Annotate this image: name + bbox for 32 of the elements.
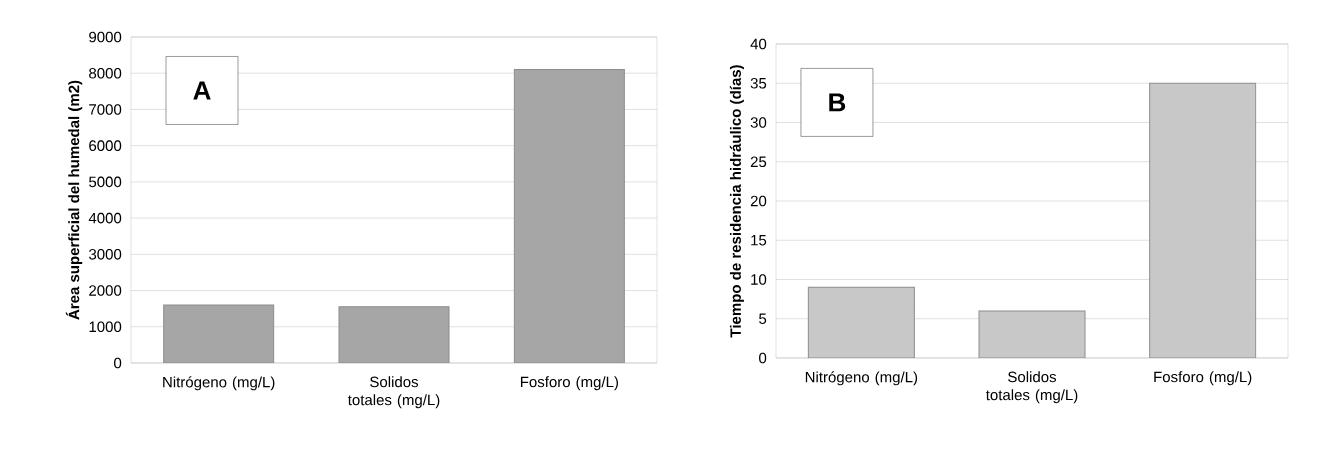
y-tick-label: 25 [750, 156, 767, 168]
annotation: B [829, 93, 846, 112]
y-tick-label: 4000 [88, 212, 122, 224]
y-axis-title: Tiempo de residencia hidráulico (días) [729, 65, 744, 338]
x-tick-label: Solidos totales (mg/L) [985, 371, 1078, 404]
y-tick-label: 2000 [89, 285, 122, 296]
y-tick-label: 35 [750, 77, 767, 89]
y-tick-label: 9000 [89, 31, 122, 43]
y-tick-label: 8000 [89, 67, 122, 79]
annotation: A [193, 81, 211, 100]
y-tick-label: 1000 [89, 321, 122, 333]
bar [1149, 82, 1257, 358]
y-tick-label: 30 [750, 117, 767, 128]
x-tick-label: Solidos totales (mg/L) [347, 376, 440, 409]
x-tick-label: Fosforo (mg/L) [1154, 371, 1252, 386]
bar [807, 286, 915, 358]
y-tick-label: 3000 [89, 249, 122, 260]
y-tick-label: 40 [750, 38, 767, 50]
y-tick-label: 7000 [89, 104, 122, 115]
y-tick-label: 6000 [89, 140, 122, 151]
y-tick-label: 15 [751, 235, 767, 246]
y-tick-label: 20 [750, 195, 767, 207]
y-tick-label: 0 [759, 352, 767, 364]
bar [978, 310, 1086, 358]
y-axis-title: Área superficial del humedal (m2) [65, 80, 83, 320]
y-tick-label: 0 [114, 357, 122, 369]
y-tick-label: 5000 [89, 176, 122, 188]
x-tick-label: Fosforo (mg/L) [520, 376, 618, 391]
x-tick-label: Nitrógeno (mg/L) [805, 371, 918, 386]
x-tick-label: Nitrógeno (mg/L) [163, 376, 275, 391]
y-tick-label: 5 [759, 313, 767, 324]
y-tick-label: 10 [751, 274, 767, 285]
